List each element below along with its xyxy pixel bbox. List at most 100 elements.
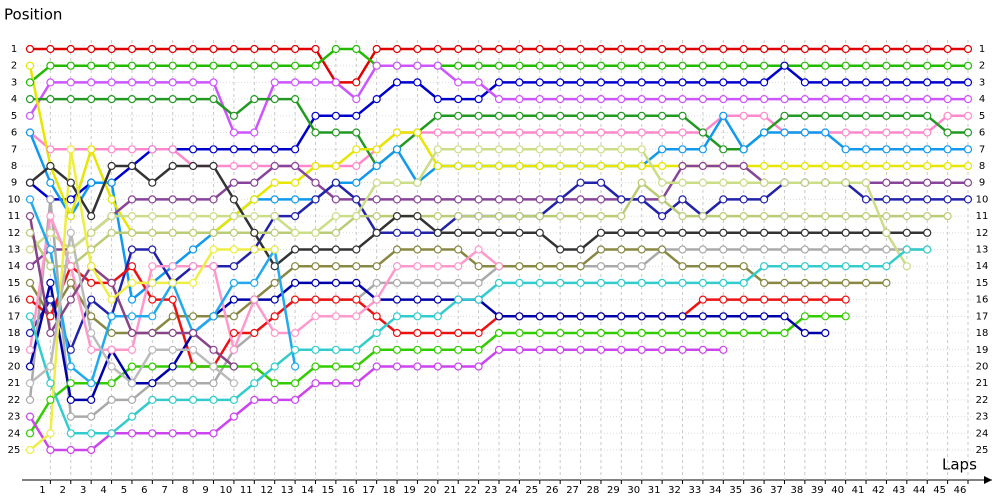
y-tick-label: 18 [8,328,21,339]
lap-marker [454,61,463,70]
lap-marker [617,245,626,254]
lap-marker [209,145,218,154]
x-tick-label: 23 [485,485,498,496]
lap-marker [698,145,708,154]
lap-marker [392,362,402,371]
lap-marker [331,262,340,271]
lap-marker [291,245,300,254]
lap-marker [637,161,646,171]
lap-marker [189,212,198,221]
lap-marker [800,278,810,287]
lap-marker [250,195,259,204]
lap-marker [556,44,565,54]
lap-marker [474,228,483,237]
lap-marker [270,161,279,171]
lap-marker [25,228,35,237]
lap-marker [250,94,259,104]
lap-marker [352,44,361,54]
lap-marker [841,78,850,87]
lap-marker [392,128,402,137]
lap-marker [556,245,565,254]
lap-marker [943,44,952,54]
lap-marker [923,195,932,204]
lap-marker [678,345,687,354]
lap-marker [617,328,626,338]
lap-marker [46,295,55,304]
x-tick-label: 35 [729,485,742,496]
lap-marker [963,111,973,120]
lap-marker [250,178,259,187]
lap-marker [678,328,687,338]
x-tick-label: 8 [182,485,188,496]
lap-marker [494,345,504,354]
lap-marker [25,379,35,388]
lap-marker [46,445,55,455]
lap-marker [66,379,75,388]
lap-marker [189,61,198,70]
lap-marker [719,161,728,171]
lap-marker [413,128,422,137]
lap-marker [25,278,35,287]
lap-marker [168,78,177,87]
lap-marker [270,78,279,87]
lap-marker [678,128,687,137]
lap-marker [87,379,96,388]
lap-marker [209,78,218,87]
tick-labels: 1 2 3 4 5 6 7 8 9 10 11 12 13 14 15 16 17 18 19 20 21 22 23 24 2… [8,44,989,496]
lap-marker [209,312,218,321]
lap-marker [596,312,606,321]
lap-marker [189,278,198,287]
lap-marker [209,212,218,221]
lap-marker [821,278,830,287]
lap-marker [87,145,96,154]
lap-marker [657,145,667,154]
lap-marker [780,328,789,338]
y-tick-label: 19 [8,345,21,356]
lap-marker [637,262,646,271]
lap-marker [87,429,96,438]
lap-marker [209,362,218,371]
lap-marker [535,212,544,221]
lap-marker [46,395,55,404]
lap-marker [46,312,55,321]
lap-marker [148,245,157,254]
lap-marker [678,161,687,171]
lap-marker [923,78,932,87]
lap-marker [943,178,952,187]
lap-marker [576,245,585,254]
lap-marker [617,278,626,287]
lap-marker [494,278,504,287]
lap-marker [372,362,381,371]
lap-marker [107,61,116,70]
lap-marker [87,445,96,455]
lap-marker [189,145,198,154]
lap-marker [107,212,116,221]
lap-marker [678,61,687,70]
lap-marker [556,145,565,154]
lap-marker [882,178,891,187]
lap-marker [759,44,769,54]
lap-marker [127,161,137,171]
lap-marker [433,245,442,254]
lap-marker [861,111,871,120]
lap-marker [372,195,381,204]
lap-marker [168,145,177,154]
lap-marker [719,178,728,187]
lap-marker [719,312,728,321]
x-tick-label: 42 [872,485,885,496]
lap-marker [535,94,544,104]
lap-marker [841,111,850,120]
y-tick-label-right: 24 [976,428,989,439]
lap-marker [515,161,524,171]
lap-marker [25,61,35,70]
lap-marker [209,228,218,237]
lap-marker [596,278,606,287]
x-tick-label: 9 [202,485,208,496]
lap-marker [189,78,198,87]
lap-marker [392,295,402,304]
lap-marker [556,128,565,137]
lap-marker [209,61,218,70]
lap-marker [596,228,606,237]
lap-marker [291,228,300,237]
series-line [28,198,297,385]
